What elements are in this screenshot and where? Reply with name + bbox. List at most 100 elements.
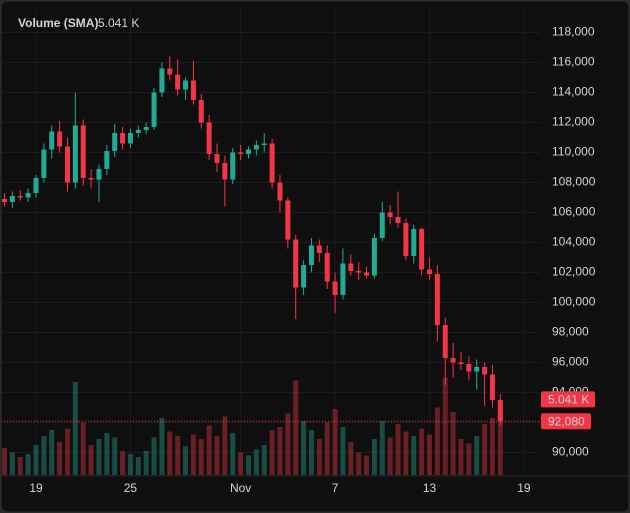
candle-body <box>269 143 275 183</box>
volume-bar <box>293 380 299 475</box>
candle-body <box>96 169 102 180</box>
volume-bar <box>245 455 251 475</box>
volume-bar <box>230 433 236 475</box>
volume-bar <box>261 445 267 475</box>
volume-bar <box>301 421 307 475</box>
volume-bar <box>49 430 55 475</box>
volume-bar <box>2 448 8 475</box>
candle-body <box>277 182 283 201</box>
candle-body <box>395 217 401 223</box>
volume-bar <box>497 406 503 475</box>
candle-body <box>25 193 31 198</box>
candle-body <box>167 68 173 75</box>
indicator-value: 5.041 K <box>98 16 139 30</box>
volume-bar <box>222 416 228 475</box>
candle-body <box>230 152 236 180</box>
volume-bar <box>41 436 47 475</box>
y-tick-label: 108,000 <box>552 175 596 189</box>
candle-body <box>442 325 448 358</box>
candle-body <box>379 212 385 238</box>
volume-bar <box>206 425 212 475</box>
volume-bar <box>474 436 480 475</box>
volume-bar <box>356 452 362 475</box>
candle-body <box>80 125 86 178</box>
volume-bar <box>9 452 15 475</box>
candle-body <box>387 212 393 217</box>
y-tick-label: 106,000 <box>552 205 596 219</box>
candle-body <box>371 238 377 276</box>
candle-body <box>104 151 110 169</box>
candle-body <box>332 281 338 295</box>
volume-bar <box>324 422 330 475</box>
candle-body <box>127 133 133 144</box>
y-tick-label: 90,000 <box>552 445 589 459</box>
y-tick-label: 104,000 <box>552 235 596 249</box>
volume-bar <box>434 407 440 475</box>
candle-body <box>159 68 165 93</box>
candle-body <box>9 196 15 202</box>
candle-body <box>419 229 425 270</box>
volume-bar <box>112 437 118 475</box>
volume-bar <box>151 437 157 475</box>
volume-bar <box>72 382 78 475</box>
volume-bar <box>395 424 401 475</box>
indicator-box <box>541 391 595 408</box>
candle-body <box>198 100 204 123</box>
candle-body <box>222 163 228 180</box>
candle-body <box>143 127 149 130</box>
candle-body <box>175 74 181 90</box>
candle-body <box>482 367 488 375</box>
volume-bar <box>489 418 495 475</box>
volume-pane <box>2 377 503 475</box>
candle-body <box>112 133 118 151</box>
candle-body <box>64 146 70 183</box>
candle-body <box>356 271 362 273</box>
y-tick-label: 114,000 <box>552 85 595 99</box>
volume-bar <box>269 430 275 475</box>
indicator-name: Volume (SMA) <box>18 16 98 30</box>
y-tick-label: 112,000 <box>552 115 595 129</box>
volume-bar <box>371 439 377 475</box>
candle-body <box>72 125 78 183</box>
volume-bar <box>482 424 488 475</box>
volume-bar <box>88 445 94 475</box>
volume-bar <box>198 439 204 475</box>
volume-bar <box>183 446 189 475</box>
volume-bar <box>253 449 259 475</box>
x-tick-label: Nov <box>230 481 251 495</box>
volume-bar <box>135 457 141 475</box>
candle-body <box>253 145 259 150</box>
y-tick-label: 118,000 <box>552 25 595 39</box>
candle-body <box>434 274 440 325</box>
candle-body <box>474 367 480 372</box>
volume-bar <box>450 412 456 475</box>
volume-bar <box>143 451 149 475</box>
candle-body <box>206 122 212 154</box>
candle-body <box>41 149 47 178</box>
candle-body <box>427 269 432 274</box>
volume-bar <box>379 421 385 475</box>
candles <box>2 56 503 426</box>
candle-body <box>214 154 220 163</box>
candle-body <box>316 245 322 253</box>
y-tick-label: 98,000 <box>552 325 589 339</box>
candle-body <box>120 133 126 144</box>
y-tick-label: 110,000 <box>552 145 595 159</box>
y-tick-label: 116,000 <box>552 55 595 69</box>
volume-bar <box>427 434 432 475</box>
volume-bar <box>33 445 39 475</box>
volume-bar <box>190 434 196 475</box>
x-tick-label: 7 <box>332 481 339 495</box>
volume-bar <box>411 436 417 475</box>
volume-bar <box>348 442 354 475</box>
candle-body <box>135 130 141 133</box>
y-tick-label: 102,000 <box>552 265 596 279</box>
volume-bar <box>80 422 86 475</box>
volume-bar <box>332 409 338 475</box>
volume-bar <box>120 451 126 475</box>
candle-body <box>301 265 307 288</box>
candle-body <box>411 229 417 256</box>
volume-bar <box>364 455 370 475</box>
candle-body <box>324 253 330 282</box>
x-tick-label: 19 <box>517 481 531 495</box>
